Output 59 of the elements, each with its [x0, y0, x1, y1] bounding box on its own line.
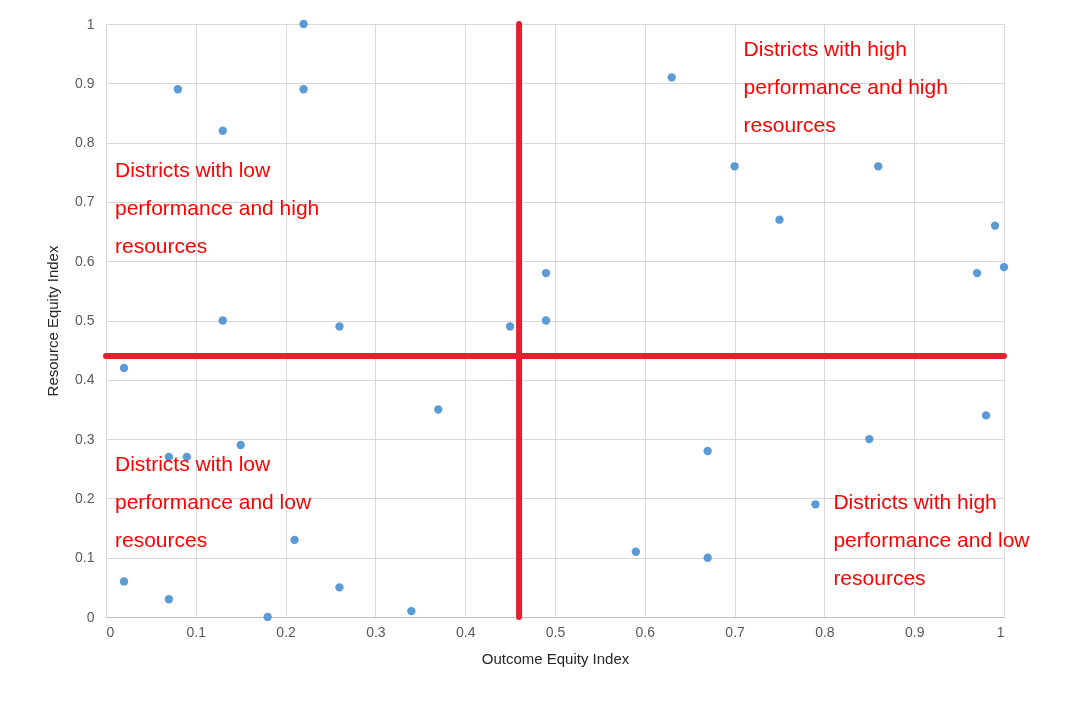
- point: [999, 262, 1009, 272]
- annotation: Districts with high performance and low resources: [833, 490, 1031, 590]
- point: [631, 547, 640, 556]
- point: [434, 405, 443, 414]
- point: [874, 162, 883, 171]
- point: [703, 553, 712, 562]
- y-tick-label: 0.1: [75, 549, 95, 566]
- point: [541, 268, 551, 278]
- x-tick-label: 0.1: [186, 623, 207, 640]
- point: [505, 322, 515, 331]
- point: [335, 322, 344, 331]
- y-tick-label: 0.7: [75, 193, 95, 210]
- x-tick-label: 0.7: [725, 623, 746, 640]
- point: [164, 595, 174, 604]
- y-tick-label: 0.6: [75, 252, 95, 269]
- y-tick-label: 0.2: [75, 489, 95, 506]
- y-tick-label: 0.5: [75, 312, 95, 328]
- point: [173, 85, 183, 94]
- x-tick-label: 0.3: [366, 623, 386, 640]
- x-tick-label: 0.6: [635, 623, 656, 640]
- y-tick-label: 0.3: [75, 430, 95, 447]
- annotation: Districts with low performance and high resources: [114, 158, 320, 258]
- point: [990, 221, 1000, 230]
- point: [218, 316, 227, 325]
- x-axis-title: Outcome Equity Index: [481, 649, 630, 667]
- y-tick-label: 1: [86, 15, 95, 32]
- x-tick-label: 1: [996, 623, 1005, 640]
- x-tick-label: 0.5: [545, 623, 566, 640]
- x-tick-label: 0.9: [904, 623, 925, 640]
- point: [299, 85, 308, 94]
- y-tick-label: 0.8: [75, 134, 95, 151]
- point: [218, 126, 227, 135]
- annotation: Districts with high performance and high resources: [743, 36, 948, 136]
- point: [865, 434, 874, 444]
- x-tick-label: 0.2: [276, 623, 297, 640]
- point: [290, 535, 299, 545]
- y-tick-label: 0.4: [75, 371, 95, 388]
- point: [335, 583, 344, 592]
- point: [263, 612, 272, 622]
- point: [730, 162, 739, 171]
- point: [972, 268, 982, 278]
- x-tick-label: 0: [106, 623, 115, 640]
- point: [119, 363, 129, 373]
- point: [981, 411, 991, 420]
- x-tick-label: 0.4: [455, 623, 476, 640]
- point: [541, 316, 551, 325]
- point: [119, 577, 129, 586]
- point: [299, 19, 308, 29]
- point: [775, 215, 784, 224]
- point: [811, 500, 820, 509]
- point: [703, 446, 712, 456]
- point: [236, 440, 245, 450]
- y-tick-label: 0: [86, 608, 95, 625]
- annotation: Districts with low performance and low resources: [114, 451, 312, 551]
- point: [407, 606, 416, 616]
- y-axis-title: Resource Equity Index: [44, 245, 62, 397]
- x-tick-label: 0.8: [815, 623, 835, 640]
- point: [667, 73, 676, 82]
- y-tick-label: 0.9: [75, 74, 95, 91]
